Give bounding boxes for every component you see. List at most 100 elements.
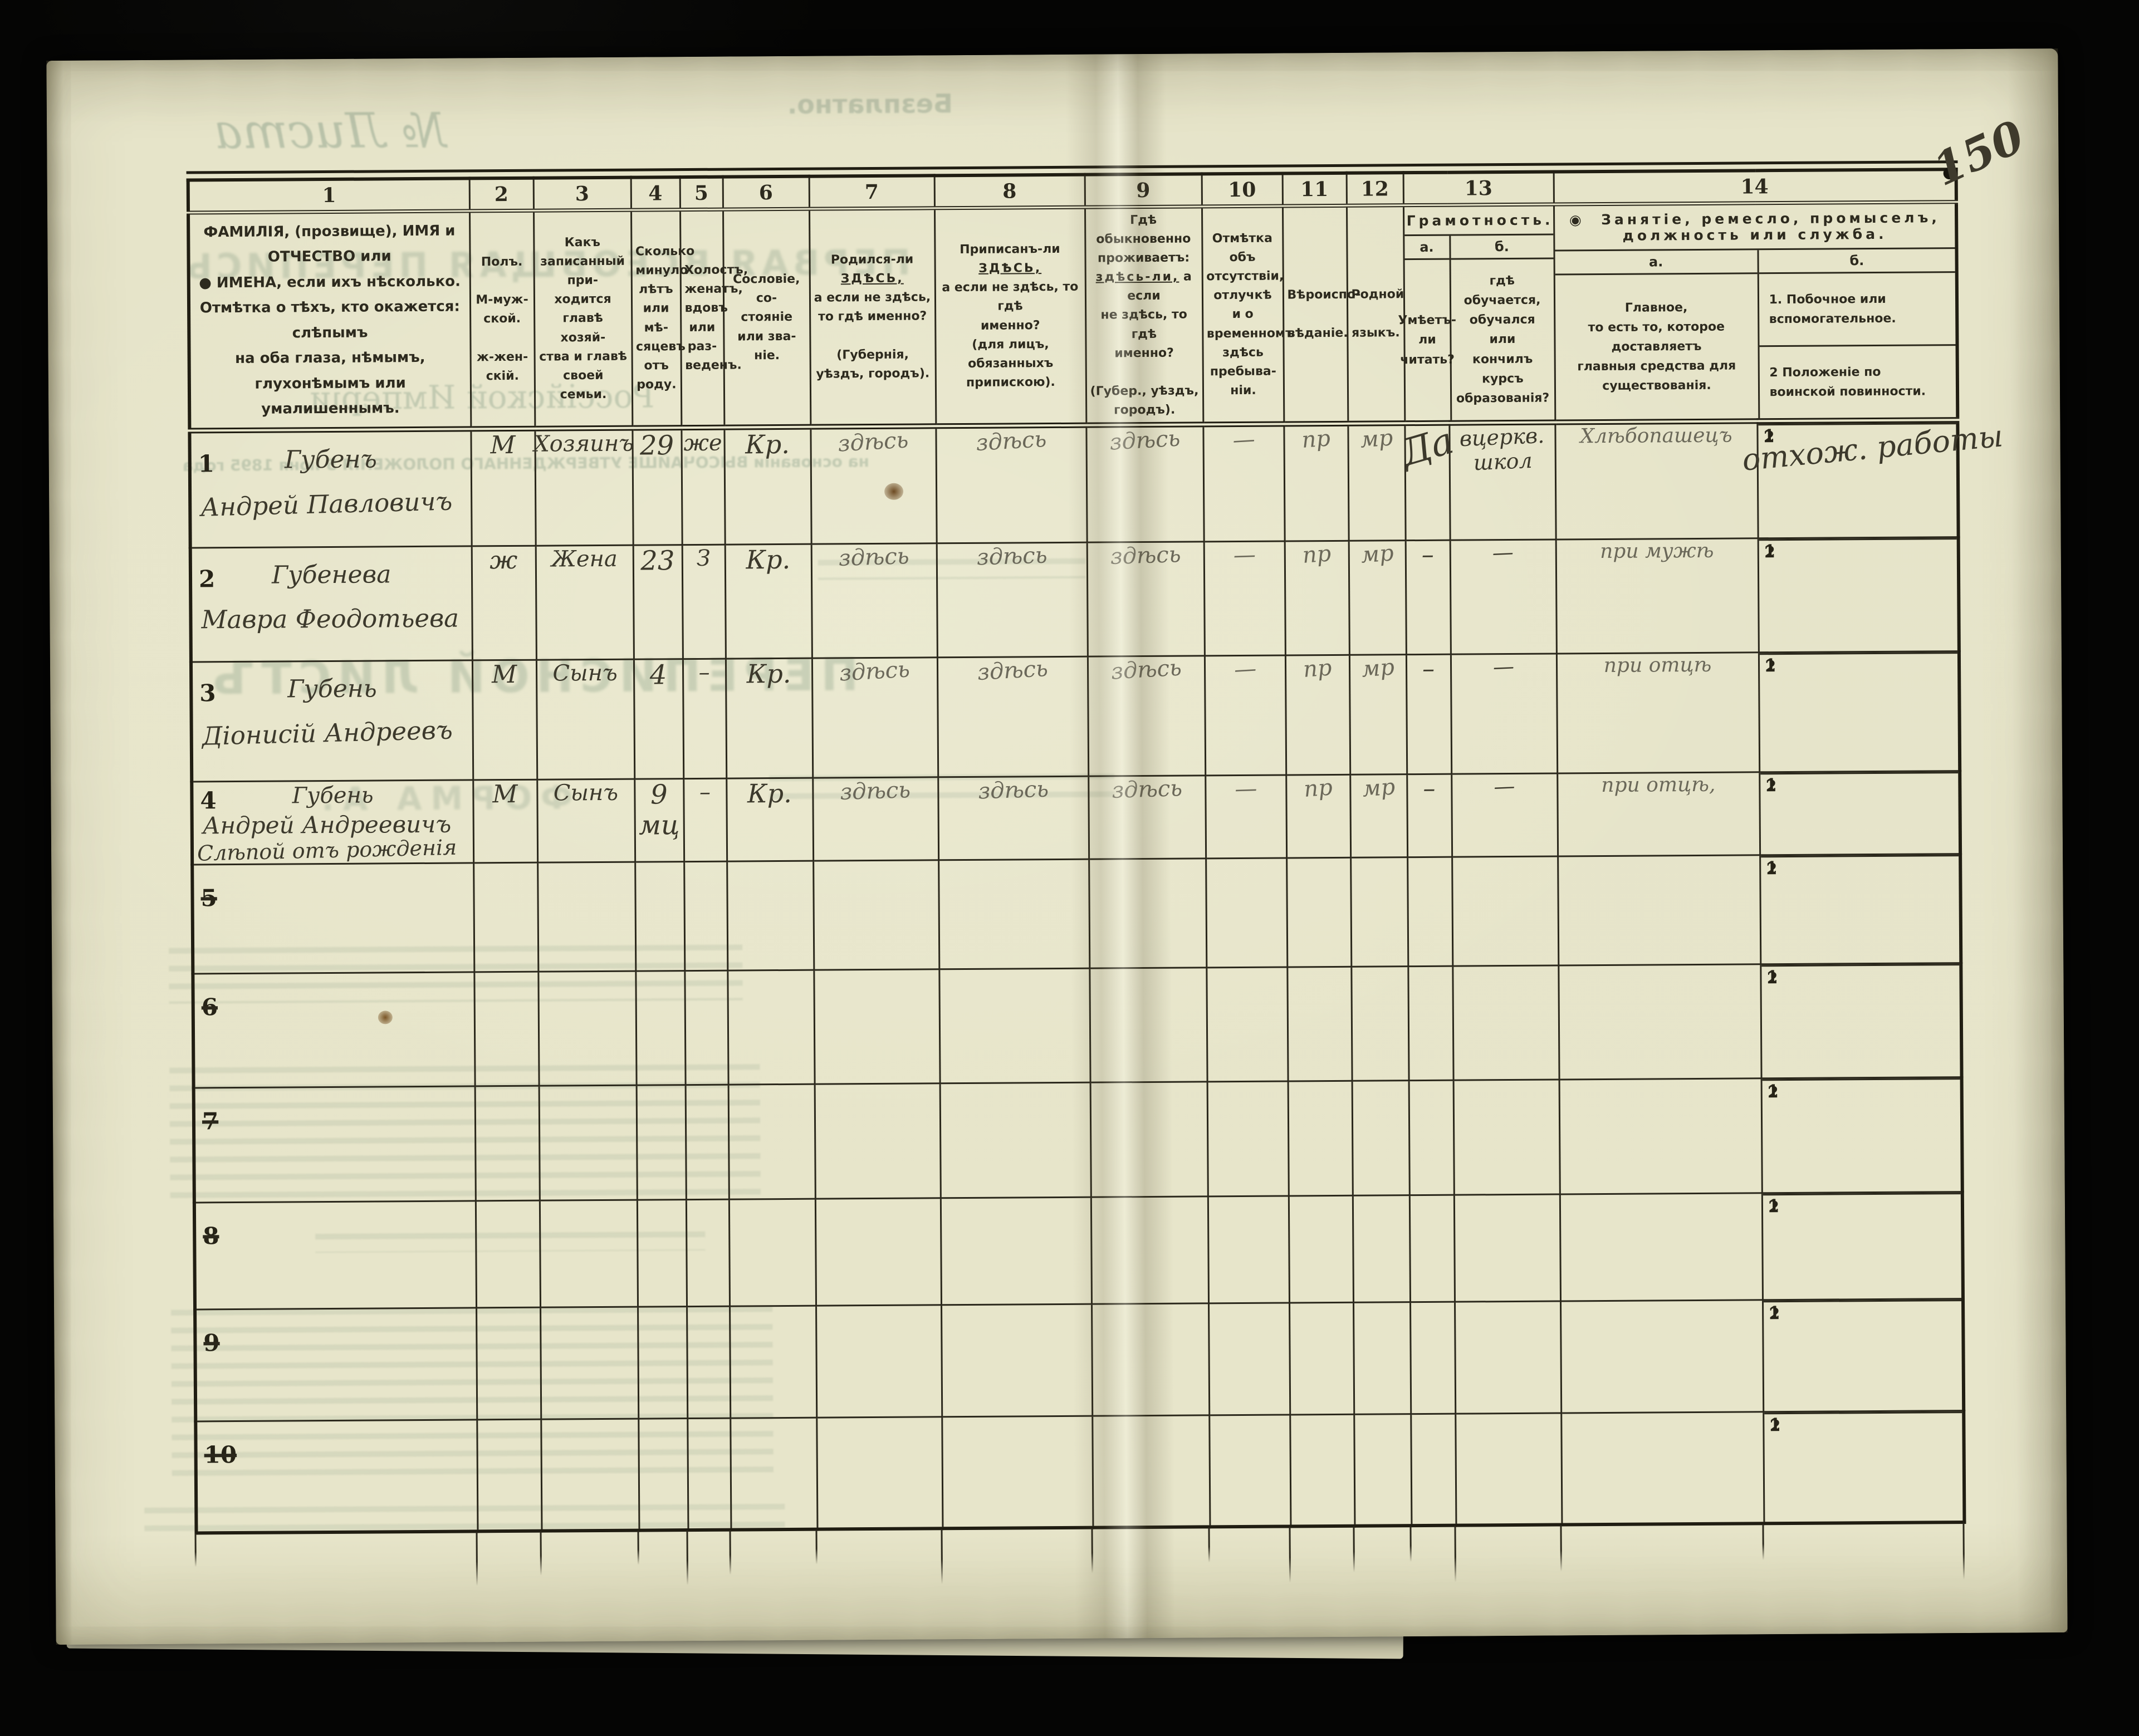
header-absence-column: Отмѣтка объ отсутствіи, отлучкѣ и о врем… bbox=[1201, 206, 1294, 425]
given-name-handwriting: Мавра Феодотьева bbox=[201, 603, 459, 635]
language-entry: мр bbox=[1360, 654, 1396, 683]
col-3-number: 3 bbox=[533, 177, 632, 211]
age-entry: 29 bbox=[639, 430, 674, 462]
subrow-2-label: 2 bbox=[1769, 1304, 1780, 1323]
paper-stain bbox=[884, 483, 904, 500]
header-occupation-group: ◉ Занятіе, ремесло, промыселъ, должность… bbox=[1553, 202, 1958, 423]
surname-handwriting bbox=[195, 1102, 474, 1104]
row-number: 8 bbox=[203, 1222, 219, 1249]
infirmity-note-handwriting: Слѣпой отъ рожденія bbox=[197, 835, 457, 866]
infirmity-note-handwriting bbox=[198, 1434, 476, 1440]
col-7-number: 7 bbox=[809, 175, 934, 209]
given-name-handwriting bbox=[195, 988, 473, 990]
col-6-number: 6 bbox=[722, 176, 809, 210]
header-language-column: Родной языкъ. bbox=[1346, 205, 1405, 424]
absence-entry: — bbox=[1231, 426, 1256, 454]
given-name-handwriting: Діонисій Андреевъ bbox=[202, 715, 453, 751]
infirmity-note-handwriting bbox=[197, 1322, 475, 1328]
subrow-2-label: 2 bbox=[1766, 859, 1778, 878]
residence-entry: здѣсь bbox=[1109, 541, 1181, 570]
marital-status-entry: – bbox=[699, 779, 711, 805]
literacy-entry: – bbox=[1422, 654, 1435, 683]
header-relation-column: Какъ записанный при- ходится главѣ хозяй… bbox=[533, 210, 633, 429]
header-sex-column: Полъ. М-муж- ской. ж-жен- скій. bbox=[469, 210, 535, 429]
education-entry: вцеркв. школ bbox=[1458, 423, 1545, 475]
subrow-2-label: 2 bbox=[1768, 1082, 1779, 1101]
marital-status-entry: З bbox=[696, 545, 711, 571]
col-11-number: 11 bbox=[1282, 173, 1347, 207]
header-age-column: Сколько минуло лѣтъ или мѣ- сяцевъ отъ р… bbox=[631, 209, 694, 428]
row-number: 9 bbox=[203, 1328, 220, 1356]
footnote-marker-icon: ◉ bbox=[1569, 212, 1585, 228]
table-row: 1 Губенъ Андрей Павловичъ М Хозяинъ 29 ж… bbox=[189, 418, 2004, 548]
header-religion-column: Вѣроиспо- вѣданіе. bbox=[1282, 205, 1360, 424]
subrow-2-label: 2 bbox=[1765, 776, 1777, 795]
marital-status-entry: – bbox=[698, 659, 710, 685]
table-row: 5 1 2 bbox=[192, 854, 1961, 974]
column-header-row: ФАМИЛІЯ, (прозвище), ИМЯ и ОТЧЕСТВО или … bbox=[188, 202, 1958, 431]
header-registration-column: Приписанъ-ли ЗДѢСЬ, а если не здѣсь, то … bbox=[934, 207, 1086, 426]
surname-handwriting bbox=[195, 988, 473, 990]
header-literacy-group: Грамотность. а. Умѣетъ- ли читать? б. гд… bbox=[1398, 204, 1555, 424]
age-entry: 4 bbox=[649, 659, 667, 690]
row-number: 4 bbox=[200, 786, 217, 814]
col-13-number: 13 bbox=[1403, 171, 1554, 205]
surname-handwriting bbox=[197, 1436, 476, 1438]
sex-entry: М bbox=[491, 660, 517, 689]
given-name-handwriting bbox=[195, 1100, 474, 1107]
row-number: 6 bbox=[201, 993, 218, 1021]
surname-handwriting: Губенева bbox=[271, 560, 391, 590]
header-birthplace-column: Родился-ли ЗДѢСЬ, а если не здѣсь, то гд… bbox=[809, 208, 936, 427]
header-estate-column: Сословіе, со- стояніе или зва- ніе. bbox=[722, 209, 811, 428]
sex-entry: М bbox=[490, 430, 516, 460]
religion-entry: пр bbox=[1301, 540, 1332, 568]
registration-entry: здѣсь bbox=[975, 426, 1048, 457]
header-residence-column: Гдѣ обыкновенно проживаетъ: здѣсь-ли, а … bbox=[1084, 206, 1203, 425]
subrow-2-label: 2 bbox=[1766, 968, 1778, 987]
row-number: 2 bbox=[198, 565, 216, 592]
table-row: 3 Губень Діонисій Андреевъ М Сынъ 4 – Кр… bbox=[190, 651, 1960, 782]
sex-entry: М bbox=[492, 779, 518, 808]
infirmity-note-handwriting bbox=[194, 877, 472, 884]
language-entry: мр bbox=[1361, 773, 1396, 802]
subrow-2-label: 2 bbox=[1769, 1416, 1781, 1435]
given-name-handwriting bbox=[196, 1217, 474, 1219]
literacy-entry: Да bbox=[1396, 419, 1458, 475]
infirmity-note-handwriting bbox=[195, 1100, 474, 1107]
row-number: 7 bbox=[202, 1107, 219, 1135]
infirmity-note-handwriting bbox=[196, 1215, 474, 1222]
subrow-2-label: 2 bbox=[1765, 656, 1776, 675]
header-marital-column: Холостъ, женатъ, вдовъ или раз- веденъ. bbox=[679, 209, 748, 428]
marital-status-entry: же bbox=[683, 430, 722, 457]
side-occupation-entry: отхож. работы bbox=[1740, 418, 2004, 478]
occupation-entry: при отцѣ bbox=[1603, 653, 1712, 677]
residence-entry: здѣсь bbox=[1110, 654, 1182, 685]
literacy-entry: – bbox=[1423, 774, 1436, 803]
birthplace-entry: здѣсь bbox=[837, 427, 909, 457]
table-row: 8 1 2 bbox=[194, 1191, 1964, 1310]
literacy-group-title: Грамотность. bbox=[1404, 206, 1554, 237]
table-row: 2 Губенева Мавра Феодотьева ж Жена 23 З … bbox=[190, 537, 1959, 662]
given-name-handwriting: Андрей Павловичъ bbox=[200, 486, 453, 522]
given-name-handwriting bbox=[197, 1436, 476, 1438]
surname-handwriting: Губень bbox=[287, 674, 377, 703]
estate-entry: Кр. bbox=[745, 429, 790, 460]
surname-handwriting: Губенъ bbox=[284, 445, 378, 474]
absence-entry: — bbox=[1233, 655, 1257, 683]
occupation-group-title: ◉ Занятіе, ремесло, промыселъ, должность… bbox=[1554, 204, 1955, 252]
occupation-sub-a: а. Главное, то есть то, которое доставля… bbox=[1555, 250, 1758, 419]
bleed-sheet-number-text: № Листа bbox=[213, 102, 447, 160]
census-table: 1 2 3 4 5 6 7 8 9 10 11 12 13 14 ФАМИЛІЯ… bbox=[186, 168, 2004, 1535]
education-entry: — bbox=[1493, 773, 1516, 799]
row-number: 1 bbox=[198, 450, 215, 478]
occupation-sub-b: б. 1. Побочное или вспомогательное. 2 По… bbox=[1756, 249, 1956, 419]
religion-entry: пр bbox=[1300, 425, 1332, 454]
relation-entry: Сынъ bbox=[553, 779, 619, 806]
table-row: 9 1 2 bbox=[195, 1298, 1964, 1421]
absence-entry: — bbox=[1234, 775, 1257, 802]
given-name-handwriting bbox=[197, 1321, 475, 1328]
col-8-number: 8 bbox=[934, 174, 1085, 208]
given-name-handwriting bbox=[194, 876, 472, 884]
literacy-entry: – bbox=[1421, 540, 1434, 569]
age-entry: 9 мц bbox=[638, 778, 680, 841]
